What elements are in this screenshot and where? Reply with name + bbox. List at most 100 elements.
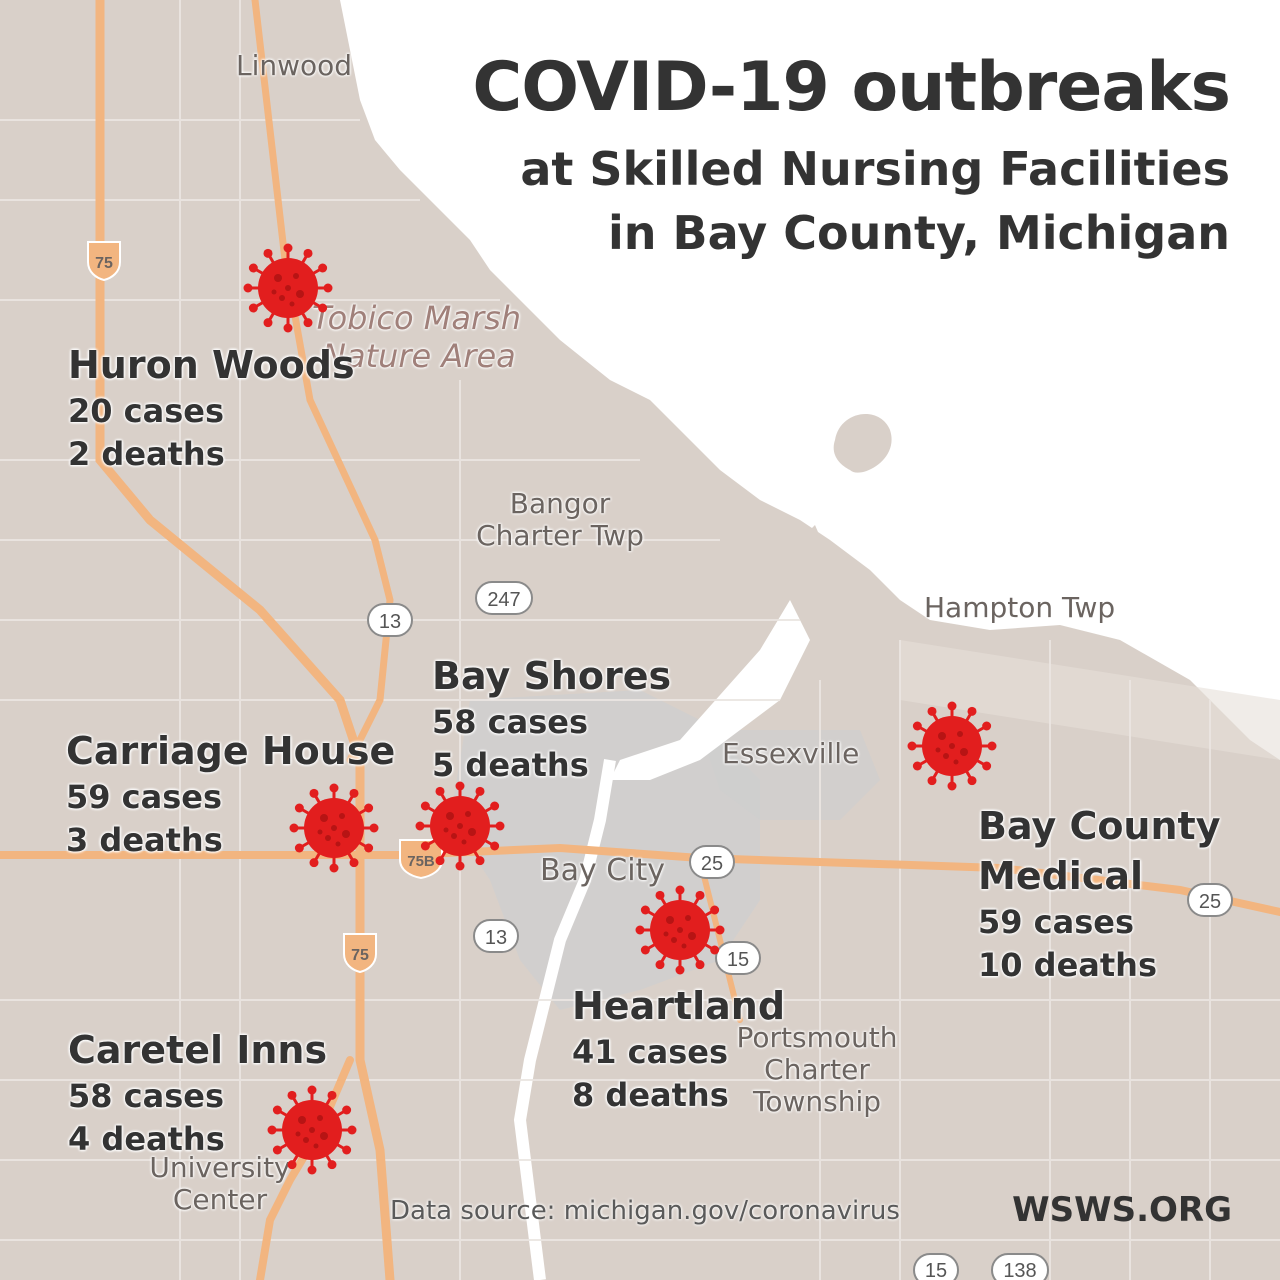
virus-spike-tip: [927, 776, 937, 786]
virus-spot: [465, 811, 471, 817]
virus-spot: [289, 301, 295, 307]
place-label-portsmouth: Portsmouth Charter Township: [722, 1021, 912, 1119]
place-label-bangor-2: Charter Twp: [476, 519, 644, 553]
virus-spike-tip: [490, 841, 500, 851]
virus-spike-tip: [327, 1160, 337, 1170]
shield-label: 15: [727, 949, 749, 971]
virus-spike-tip: [267, 1125, 277, 1135]
facility-cases: 20 cases: [68, 392, 225, 430]
virus-spike-tip: [294, 843, 304, 853]
virus-spike-tip: [907, 741, 917, 751]
virus-spike-tip: [967, 706, 977, 716]
facility-label-heartland: Heartland 41 cases 8 deaths: [572, 981, 785, 1117]
virus-icon: [907, 701, 997, 791]
title-line-2: at Skilled Nursing Facilities: [520, 142, 1230, 196]
facility-name: Heartland: [572, 984, 786, 1028]
virus-spike-tip: [415, 821, 425, 831]
virus-spike-tip: [243, 283, 253, 293]
virus-spike-tip: [947, 781, 957, 791]
virus-spike-tip: [912, 721, 922, 731]
virus-spot: [461, 839, 467, 845]
virus-spot: [296, 290, 304, 298]
shield-label: 15: [925, 1260, 947, 1280]
virus-spot: [663, 931, 669, 937]
facility-name: Caretel Inns: [68, 1028, 328, 1072]
virus-spot: [938, 732, 946, 740]
virus-spike-tip: [329, 863, 339, 873]
place-label-university-2: Center: [172, 1183, 268, 1217]
title-line-3: in Bay County, Michigan: [607, 206, 1230, 260]
virus-spike-tip: [967, 776, 977, 786]
virus-spike-tip: [318, 303, 328, 313]
virus-icon: [267, 1085, 357, 1175]
virus-spot: [943, 753, 949, 759]
virus-spike-tip: [287, 1160, 297, 1170]
virus-spike-tip: [495, 821, 505, 831]
place-label-bay-city: Bay City: [540, 853, 666, 888]
virus-spike-tip: [710, 905, 720, 915]
virus-spike-tip: [435, 786, 445, 796]
shield-label: 13: [379, 611, 401, 633]
virus-spike-tip: [420, 841, 430, 851]
shield-label: 25: [1199, 891, 1221, 913]
virus-spike-tip: [287, 1090, 297, 1100]
place-label-hampton: Hampton Twp: [924, 591, 1116, 624]
virus-spike-tip: [309, 858, 319, 868]
virus-spot: [342, 830, 350, 838]
virus-spot: [666, 916, 674, 924]
virus-spike-tip: [435, 856, 445, 866]
facility-deaths: 2 deaths: [68, 435, 225, 473]
virus-spot: [677, 927, 683, 933]
virus-spike-tip: [982, 721, 992, 731]
virus-spike-tip: [263, 318, 273, 328]
state-shield-247: 247: [475, 581, 533, 615]
virus-spike-tip: [715, 925, 725, 935]
shield-label: 75B: [407, 853, 435, 870]
virus-spot: [339, 813, 345, 819]
virus-spot: [957, 731, 963, 737]
virus-spot: [446, 812, 454, 820]
virus-icon: [415, 781, 505, 871]
facility-cases: 59 cases: [978, 903, 1135, 941]
state-shield-25-city: 25: [689, 845, 735, 879]
facility-deaths: 5 deaths: [432, 746, 589, 784]
place-label-university-center: University Center: [140, 1151, 300, 1217]
state-shield-25-east: 25: [1187, 883, 1233, 917]
state-shield-13-north: 13: [367, 603, 413, 637]
virus-spike-tip: [364, 843, 374, 853]
facility-cases: 59 cases: [66, 778, 223, 816]
state-shield-15-south: 15: [913, 1253, 959, 1280]
virus-spike-tip: [640, 905, 650, 915]
shield-label: 138: [1003, 1260, 1036, 1280]
virus-spike-tip: [912, 761, 922, 771]
virus-spike-tip: [283, 323, 293, 333]
data-source-note: Data source: michigan.gov/coronavirus: [390, 1196, 900, 1226]
virus-spot: [317, 829, 323, 835]
virus-spot: [271, 289, 277, 295]
virus-spike-tip: [655, 890, 665, 900]
virus-spike-tip: [655, 960, 665, 970]
virus-spot: [279, 295, 285, 301]
virus-spot: [317, 1115, 323, 1121]
virus-icon: [243, 243, 333, 333]
virus-spike-tip: [347, 1125, 357, 1135]
virus-icon: [289, 783, 379, 873]
virus-spot: [671, 937, 677, 943]
virus-spike-tip: [248, 263, 258, 273]
virus-spike-tip: [475, 856, 485, 866]
shore-tint: [900, 640, 1280, 760]
virus-spike-tip: [640, 945, 650, 955]
virus-spike-tip: [329, 783, 339, 793]
virus-spot: [451, 833, 457, 839]
facility-name: Huron Woods: [68, 343, 355, 387]
facility-label-huron-woods: Huron Woods 20 cases 2 deaths: [68, 340, 355, 476]
interstate-shield-75-south: 75: [343, 933, 377, 974]
virus-spike-tip: [947, 701, 957, 711]
place-label-linwood: Linwood: [236, 49, 353, 82]
virus-spot: [949, 743, 955, 749]
facility-cases: 58 cases: [68, 1077, 225, 1115]
interstate-shield-75-north: 75: [87, 241, 121, 282]
